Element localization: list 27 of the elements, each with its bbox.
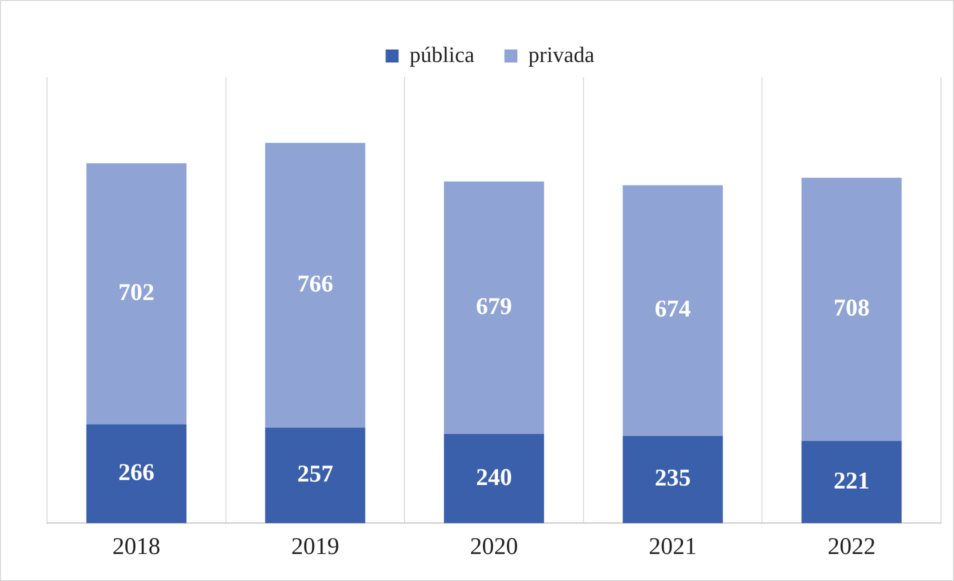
data-label: 679 xyxy=(476,294,512,320)
bar xyxy=(622,436,723,524)
x-tick-label: 2020 xyxy=(470,534,518,560)
x-tick-label: 2019 xyxy=(291,534,340,560)
data-label: 708 xyxy=(834,296,870,322)
bar xyxy=(622,185,723,436)
bar xyxy=(444,434,544,524)
x-tick-label: 2021 xyxy=(648,534,697,560)
data-label: 766 xyxy=(297,271,334,298)
data-label: 674 xyxy=(654,296,691,323)
data-label: 240 xyxy=(476,464,512,491)
bar xyxy=(802,441,902,524)
bar xyxy=(265,142,366,428)
data-label: 702 xyxy=(118,280,154,306)
bar xyxy=(86,424,186,524)
bar xyxy=(444,181,544,434)
data-label: 221 xyxy=(834,468,870,494)
data-label: 257 xyxy=(297,462,334,488)
legend-label: pública xyxy=(410,42,475,67)
bar xyxy=(265,428,366,524)
data-label: 266 xyxy=(118,460,154,486)
x-tick-label: 2022 xyxy=(828,534,876,560)
bar xyxy=(86,163,186,424)
data-label: 235 xyxy=(654,466,691,492)
bar xyxy=(802,178,902,442)
legend-label: privada xyxy=(528,42,595,67)
x-tick-label: 2018 xyxy=(112,534,160,560)
